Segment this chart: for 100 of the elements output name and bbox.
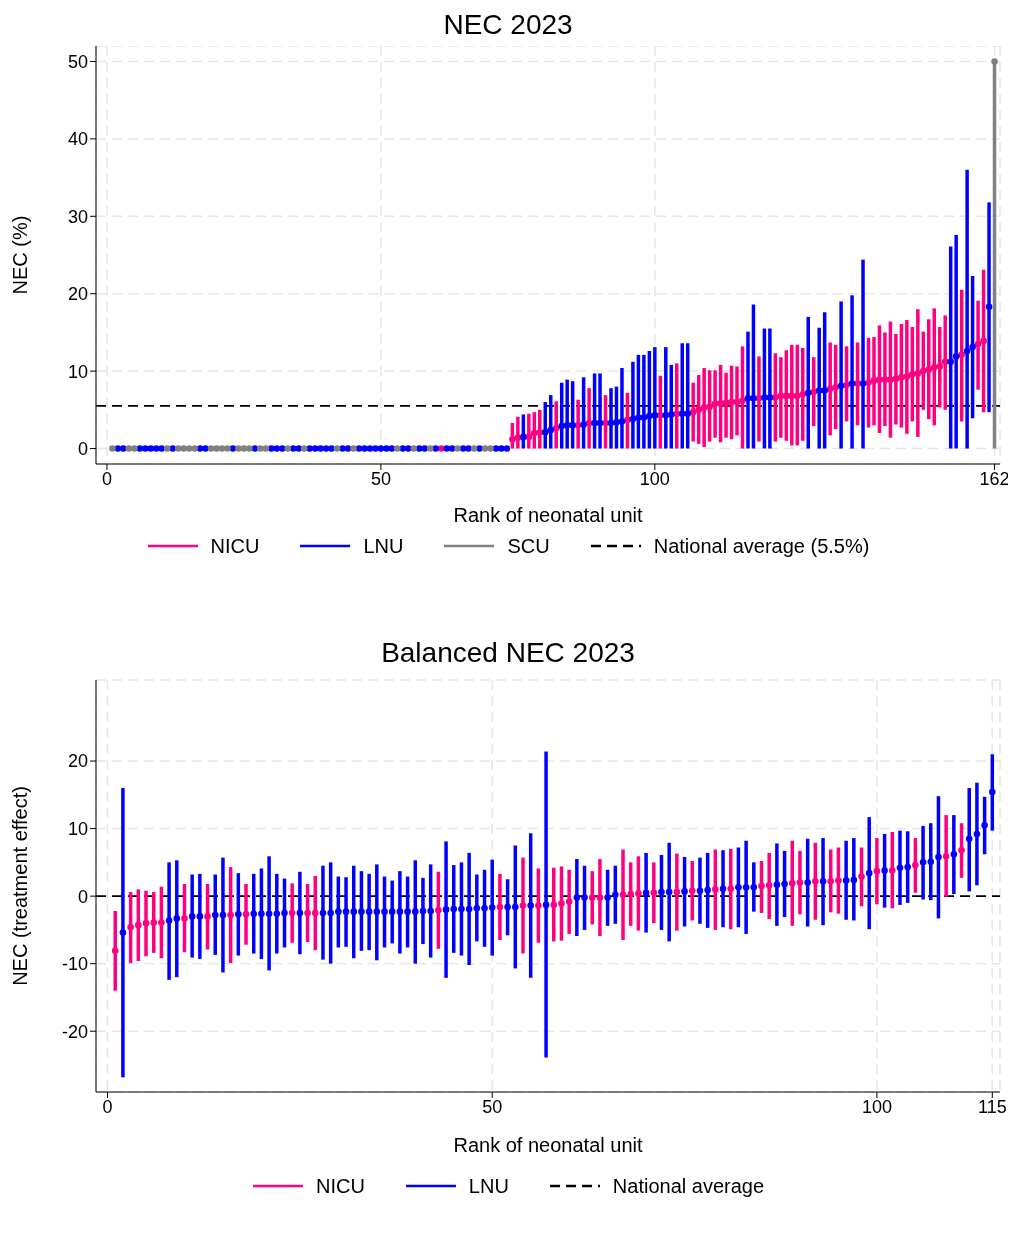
point	[688, 887, 696, 895]
point	[257, 445, 264, 452]
y-tick-label: -20	[61, 1021, 88, 1042]
x-tick-label: 0	[101, 468, 112, 489]
point	[300, 445, 308, 452]
point	[288, 909, 296, 917]
y-tick-label: 40	[67, 129, 88, 150]
point	[519, 902, 527, 909]
point	[706, 403, 713, 411]
point	[712, 886, 719, 893]
y-tick-label: 10	[67, 818, 88, 839]
point	[619, 891, 627, 899]
point	[673, 888, 681, 896]
point	[181, 915, 188, 922]
point	[788, 880, 796, 887]
point	[242, 911, 250, 918]
point	[799, 391, 807, 398]
point	[235, 445, 242, 452]
legend-label: National average	[612, 1174, 765, 1198]
point	[565, 898, 573, 905]
point	[876, 376, 883, 383]
point	[227, 911, 234, 919]
point	[892, 375, 900, 383]
chart-title: Balanced NEC 2023	[380, 636, 636, 670]
point	[410, 445, 418, 452]
point	[635, 890, 642, 897]
point	[111, 947, 119, 955]
point	[284, 445, 292, 452]
point	[887, 376, 894, 383]
x-tick-label: 0	[102, 1096, 113, 1117]
point	[796, 879, 804, 886]
point	[514, 434, 522, 441]
x-axis-title: Rank of neonatal unit	[453, 504, 643, 526]
point	[832, 384, 839, 391]
point	[550, 901, 558, 909]
point	[722, 399, 730, 407]
point	[936, 363, 944, 370]
point	[812, 877, 819, 885]
y-tick-label: 0	[77, 886, 88, 907]
y-tick-label: 30	[67, 206, 88, 227]
legend-label: LNU	[363, 534, 404, 558]
point	[496, 903, 504, 911]
point	[191, 445, 198, 452]
point	[980, 337, 987, 345]
point	[765, 882, 773, 889]
point	[454, 445, 461, 452]
y-tick-label: 20	[67, 284, 88, 305]
y-axis-title: NEC (%)	[9, 215, 32, 295]
point	[925, 366, 933, 373]
point	[974, 340, 982, 348]
point	[125, 445, 133, 452]
point	[733, 398, 741, 406]
point	[920, 367, 927, 375]
legend-label: National average (5.5%)	[653, 534, 870, 558]
point	[728, 398, 735, 406]
point	[783, 392, 790, 400]
point	[695, 406, 702, 414]
point	[739, 397, 746, 404]
point	[426, 445, 434, 452]
point	[531, 429, 538, 437]
point	[727, 885, 735, 892]
y-tick-label: 50	[67, 51, 88, 72]
point	[435, 907, 442, 914]
point	[394, 445, 401, 452]
point	[888, 867, 896, 874]
x-tick-label: 50	[482, 1096, 503, 1117]
x-tick-label: 50	[370, 468, 391, 489]
point	[204, 913, 211, 920]
point	[109, 445, 116, 452]
point	[596, 894, 604, 901]
point	[898, 374, 905, 381]
y-tick-label: 10	[67, 361, 88, 382]
legend-label: NICU	[315, 1174, 365, 1198]
y-tick-label: 20	[67, 751, 88, 772]
point	[873, 867, 881, 875]
point	[350, 445, 357, 452]
point	[588, 894, 596, 901]
point	[650, 889, 658, 897]
point	[835, 877, 842, 884]
point	[903, 373, 911, 380]
legend-label: LNU	[468, 1174, 509, 1198]
point	[909, 370, 916, 378]
y-tick-label: 0	[77, 438, 88, 459]
point	[827, 877, 835, 885]
x-tick-label: 162	[979, 468, 1010, 489]
point	[333, 445, 341, 452]
point	[958, 846, 965, 854]
point	[207, 445, 215, 452]
point	[142, 919, 150, 927]
point	[135, 921, 142, 929]
point	[127, 923, 134, 931]
point	[158, 919, 165, 926]
point	[311, 909, 319, 917]
point	[240, 445, 248, 452]
legend-label: SCU	[507, 534, 550, 558]
point	[481, 445, 489, 452]
point	[912, 861, 919, 869]
point	[213, 445, 220, 452]
point	[627, 890, 635, 898]
x-tick-label: 100	[639, 468, 670, 489]
